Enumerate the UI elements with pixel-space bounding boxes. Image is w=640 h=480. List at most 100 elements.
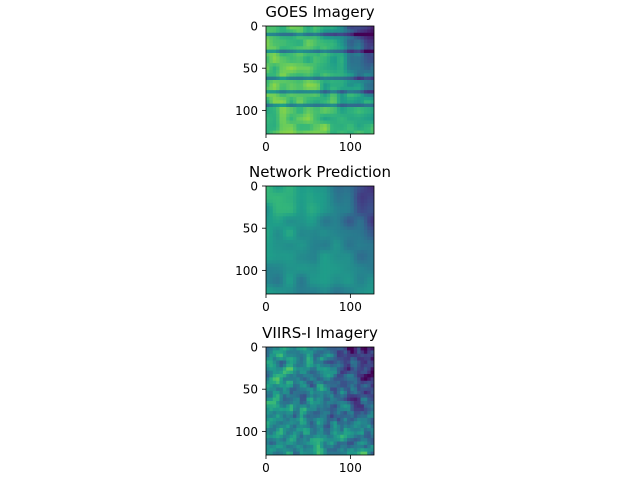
heatmap-cell: [364, 26, 368, 30]
heatmap-cell: [350, 189, 354, 193]
heatmap-cell: [276, 63, 280, 67]
heatmap-cell: [357, 73, 361, 77]
heatmap-cell: [344, 216, 348, 220]
heatmap-cell: [350, 213, 354, 217]
heatmap-cell: [323, 401, 327, 405]
heatmap-cell: [350, 63, 354, 67]
heatmap-cell: [354, 90, 358, 94]
heatmap-cell: [310, 401, 314, 405]
heatmap-cell: [273, 428, 277, 432]
heatmap-cell: [307, 26, 311, 30]
heatmap-cell: [283, 77, 287, 81]
heatmap-cell: [354, 67, 358, 71]
heatmap-cell: [367, 216, 371, 220]
heatmap-cell: [313, 411, 317, 415]
heatmap-cell: [307, 277, 311, 281]
heatmap-cell: [334, 357, 338, 361]
heatmap-cell: [280, 196, 284, 200]
heatmap-cell: [290, 281, 294, 285]
heatmap-cell: [354, 374, 358, 378]
heatmap-cell: [361, 287, 365, 291]
heatmap-cell: [290, 50, 294, 54]
heatmap-cell: [337, 267, 341, 271]
heatmap-cell: [327, 223, 331, 227]
heatmap-cell: [300, 121, 304, 125]
heatmap-cell: [313, 124, 317, 128]
heatmap-cell: [350, 26, 354, 30]
heatmap-cell: [364, 90, 368, 94]
heatmap-cell: [350, 391, 354, 395]
heatmap-cell: [296, 257, 300, 261]
heatmap-cell: [337, 230, 341, 234]
heatmap-cell: [364, 220, 368, 224]
heatmap-cell: [354, 200, 358, 204]
heatmap-cell: [364, 408, 368, 412]
heatmap-cell: [334, 127, 338, 131]
heatmap-cell: [290, 29, 294, 33]
heatmap-cell: [357, 210, 361, 214]
heatmap-cell: [283, 347, 287, 351]
heatmap-cell: [276, 110, 280, 114]
heatmap-cell: [280, 210, 284, 214]
heatmap-cell: [330, 186, 334, 190]
heatmap-cell: [276, 233, 280, 237]
heatmap-cell: [293, 394, 297, 398]
heatmap-cell: [303, 104, 307, 108]
heatmap-cell: [334, 26, 338, 30]
heatmap-cell: [337, 442, 341, 446]
heatmap-cell: [327, 233, 331, 237]
heatmap-cell: [300, 67, 304, 71]
heatmap-cell: [266, 277, 270, 281]
heatmap-cell: [320, 428, 324, 432]
heatmap-cell: [330, 67, 334, 71]
heatmap-cell: [310, 87, 314, 91]
heatmap-cell: [296, 67, 300, 71]
heatmap-cell: [340, 186, 344, 190]
heatmap-cell: [327, 243, 331, 247]
heatmap-cell: [327, 411, 331, 415]
heatmap-cell: [334, 189, 338, 193]
heatmap-cell: [269, 127, 273, 131]
heatmap-cell: [280, 445, 284, 449]
heatmap-cell: [293, 240, 297, 244]
heatmap-cell: [283, 442, 287, 446]
heatmap-cell: [293, 357, 297, 361]
heatmap-cell: [290, 350, 294, 354]
heatmap-cell: [300, 270, 304, 274]
heatmap-cell: [367, 87, 371, 91]
heatmap-cell: [286, 448, 290, 452]
heatmap-cell: [320, 87, 324, 91]
heatmap-cell: [337, 364, 341, 368]
heatmap-cell: [344, 438, 348, 442]
heatmap-cell: [296, 361, 300, 365]
heatmap-cell: [323, 247, 327, 251]
heatmap-cell: [361, 210, 365, 214]
heatmap-cell: [303, 46, 307, 50]
heatmap-cell: [313, 193, 317, 197]
heatmap-cell: [293, 257, 297, 261]
heatmap-cell: [276, 56, 280, 60]
heatmap-cell: [296, 230, 300, 234]
heatmap-cell: [283, 220, 287, 224]
heatmap-cell: [269, 233, 273, 237]
heatmap-cell: [340, 210, 344, 214]
heatmap-cell: [327, 124, 331, 128]
heatmap-cell: [269, 287, 273, 291]
heatmap-cell: [323, 220, 327, 224]
heatmap-cell: [307, 90, 311, 94]
heatmap-cell: [286, 428, 290, 432]
heatmap-cell: [323, 445, 327, 449]
heatmap-cell: [269, 100, 273, 104]
heatmap-cell: [293, 117, 297, 121]
heatmap-cell: [310, 46, 314, 50]
heatmap-cell: [303, 193, 307, 197]
heatmap-cell: [357, 117, 361, 121]
heatmap-cell: [347, 107, 351, 111]
heatmap-cell: [364, 40, 368, 44]
heatmap-cell: [276, 264, 280, 268]
heatmap-cell: [317, 274, 321, 278]
heatmap-cell: [340, 33, 344, 37]
heatmap-cell: [337, 186, 341, 190]
heatmap-cell: [337, 46, 341, 50]
heatmap-cell: [286, 367, 290, 371]
